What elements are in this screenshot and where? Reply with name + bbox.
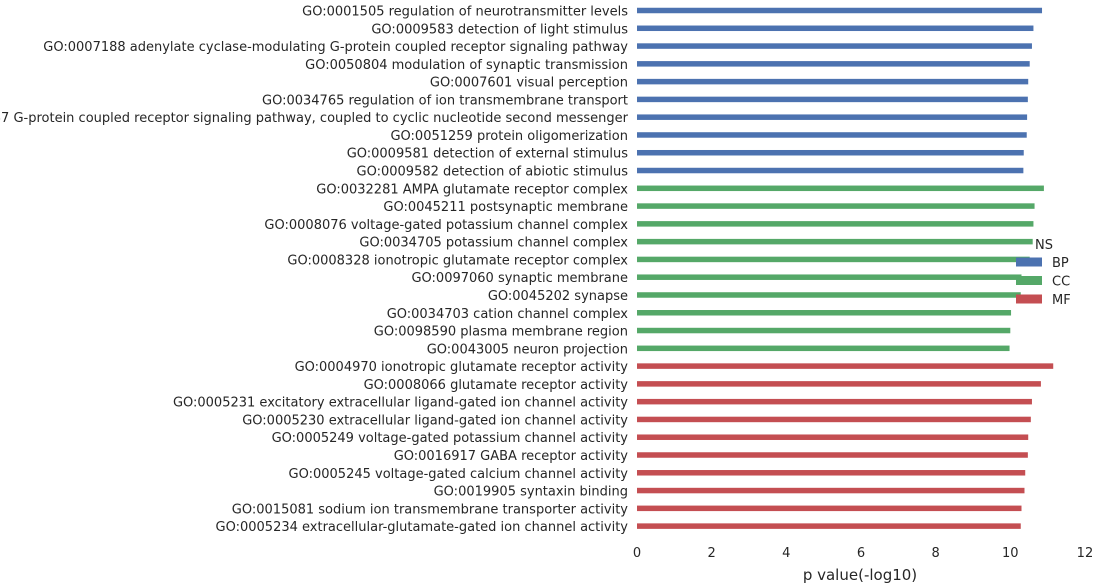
bar-27 xyxy=(637,487,1025,494)
x-axis-label: p value(-log10) xyxy=(803,566,917,584)
category-label: GO:0005234 extracellular-glutamate-gated… xyxy=(216,520,629,535)
bar-12 xyxy=(637,221,1034,227)
bar-16 xyxy=(637,292,1021,298)
x-axis-ticks: 0 2 4 6 8 10 12 xyxy=(633,546,1093,561)
bar-10 xyxy=(637,185,1044,192)
category-label: GO:0045202 synapse xyxy=(488,289,628,304)
category-label: GO:0008328 ionotropic glutamate receptor… xyxy=(287,253,628,268)
bar-9 xyxy=(637,167,1024,174)
bar-29 xyxy=(637,523,1021,529)
category-label: GO:0007188 adenylate cyclase-modulating … xyxy=(43,40,628,55)
bar-2 xyxy=(637,43,1032,49)
category-label: GO:0005249 voltage-gated potassium chann… xyxy=(272,431,629,446)
bar-1 xyxy=(637,25,1034,32)
category-label: GO:0098590 plasma membrane region xyxy=(374,325,628,340)
bar-17 xyxy=(637,310,1012,316)
category-label: GO:0009582 detection of abiotic stimulus xyxy=(357,165,629,180)
bar-7 xyxy=(637,132,1027,138)
bar-20 xyxy=(637,363,1054,369)
bar-19 xyxy=(637,345,1010,352)
bar-14 xyxy=(637,256,1030,263)
x-tick-label: 8 xyxy=(931,546,939,561)
category-label: GO:0008066 glutamate receptor activity xyxy=(364,378,629,393)
category-label: GO:0001505 regulation of neurotransmitte… xyxy=(302,5,628,20)
bar-23 xyxy=(637,416,1031,423)
x-tick-label: 2 xyxy=(708,546,716,561)
legend: NS BP CC MF xyxy=(1016,238,1071,308)
x-tick-label: 6 xyxy=(857,546,865,561)
category-labels: GO:0001505 regulation of neurotransmitte… xyxy=(0,5,629,536)
category-label: GO:0005245 voltage-gated calcium channel… xyxy=(289,467,629,482)
category-label: GO:0015081 sodium ion transmembrane tran… xyxy=(232,502,628,517)
bar-11 xyxy=(637,203,1035,209)
category-label: GO:0097060 synaptic membrane xyxy=(411,271,628,286)
category-label: GO:0051259 protein oligomerization xyxy=(390,129,628,144)
bar-4 xyxy=(637,78,1029,85)
x-tick-label: 0 xyxy=(633,546,641,561)
category-label: GO:0004970 ionotropic glutamate receptor… xyxy=(295,360,629,375)
x-tick-label: 4 xyxy=(782,546,790,561)
category-label: GO:0019905 syntaxin binding xyxy=(434,485,628,500)
bar-13 xyxy=(637,238,1033,245)
bar-18 xyxy=(637,327,1011,334)
category-label: GO:0050804 modulation of synaptic transm… xyxy=(305,58,628,73)
legend-label-bp: BP xyxy=(1052,256,1069,271)
category-label: GO:0034705 potassium channel complex xyxy=(359,236,628,251)
category-label: GO:0008076 voltage-gated potassium chann… xyxy=(264,218,628,233)
bar-3 xyxy=(637,61,1030,67)
bar-24 xyxy=(637,434,1029,440)
bar-28 xyxy=(637,505,1022,512)
legend-swatch-mf xyxy=(1016,294,1042,304)
category-label: GO:0032281 AMPA glutamate receptor compl… xyxy=(316,182,628,197)
bar-6 xyxy=(637,114,1028,120)
category-label: GO:0009581 detection of external stimulu… xyxy=(347,147,629,162)
legend-swatch-cc xyxy=(1016,276,1042,285)
category-label: GO:0007601 visual perception xyxy=(430,76,628,91)
legend-label-mf: MF xyxy=(1052,293,1071,308)
x-tick-label: 12 xyxy=(1077,546,1094,561)
category-label: GO:0005231 excitatory extracellular liga… xyxy=(173,396,628,411)
bar-0 xyxy=(637,7,1043,14)
bar-15 xyxy=(637,274,1022,280)
category-label: GO:0045211 postsynaptic membrane xyxy=(383,200,628,215)
category-label: GO:0005230 extracellular ligand-gated io… xyxy=(242,413,628,428)
category-label: GO:0034703 cation channel complex xyxy=(387,307,629,322)
category-label: GO:0007187 G-protein coupled receptor si… xyxy=(0,111,629,126)
legend-swatch-bp xyxy=(1016,257,1042,267)
category-label: GO:0016917 GABA receptor activity xyxy=(394,449,629,464)
bar-5 xyxy=(637,96,1028,103)
legend-items: BP CC MF xyxy=(1016,256,1071,308)
category-label: GO:0043005 neuron projection xyxy=(427,342,628,357)
bar-8 xyxy=(637,149,1024,156)
bar-25 xyxy=(637,452,1028,458)
x-tick-label: 10 xyxy=(1002,546,1019,561)
bar-22 xyxy=(637,398,1032,405)
bar-21 xyxy=(637,381,1041,387)
category-label: GO:0009583 detection of light stimulus xyxy=(371,22,628,37)
bar-26 xyxy=(637,470,1026,476)
legend-label-cc: CC xyxy=(1052,275,1070,290)
category-label: GO:0034765 regulation of ion transmembra… xyxy=(262,93,628,108)
bars-layer xyxy=(637,7,1054,529)
legend-title: NS xyxy=(1035,238,1053,253)
